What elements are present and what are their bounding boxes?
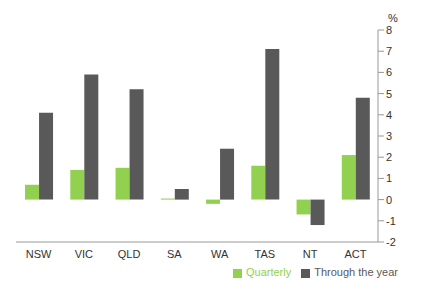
svg-text:1: 1	[386, 172, 392, 184]
svg-text:3: 3	[386, 130, 392, 142]
svg-text:QLD: QLD	[118, 248, 141, 260]
html-text:Quarterly: Quarterly	[246, 266, 292, 278]
svg-text:%: %	[388, 12, 398, 24]
svg-text:WA: WA	[211, 248, 229, 260]
svg-text:-2: -2	[386, 236, 396, 248]
svg-text:TAS: TAS	[255, 248, 276, 260]
svg-text:0: 0	[386, 194, 392, 206]
svg-text:NSW: NSW	[26, 248, 52, 260]
svg-text:2: 2	[386, 151, 392, 163]
html-text:Through the year: Through the year	[314, 266, 398, 278]
svg-text:6: 6	[386, 66, 392, 78]
svg-text:4: 4	[386, 109, 392, 121]
svg-text:8: 8	[386, 24, 392, 36]
svg-text:ACT: ACT	[344, 248, 366, 260]
svg-text:7: 7	[386, 45, 392, 57]
svg-text:VIC: VIC	[75, 248, 93, 260]
svg-text:5: 5	[386, 88, 392, 100]
svg-text:SA: SA	[167, 248, 182, 260]
svg-text:NT: NT	[303, 248, 318, 260]
svg-text:-1: -1	[386, 215, 396, 227]
